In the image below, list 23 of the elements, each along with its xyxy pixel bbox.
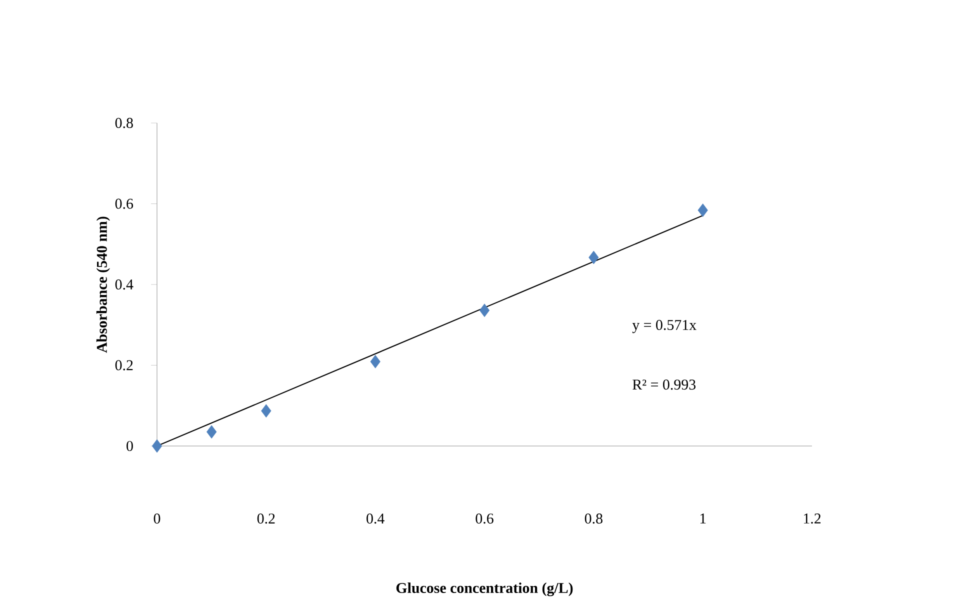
annotation: y = 0.571x	[632, 320, 696, 334]
annotation: R² = 0.993	[632, 380, 696, 390]
x-tick-label: 0.8	[584, 514, 602, 524]
point	[370, 355, 380, 369]
y-tick-label: 0.6	[115, 198, 134, 210]
x-tick-label: 0	[154, 514, 160, 524]
point	[261, 404, 272, 418]
point	[479, 304, 490, 318]
point	[588, 251, 599, 264]
y-axis-title: Absorbance (540 nm)	[96, 216, 110, 354]
point	[206, 425, 217, 439]
x-tick-label: 1.2	[804, 514, 821, 524]
point	[698, 204, 708, 218]
y-tick-label: 0.4	[115, 280, 134, 290]
x-tick-label: 0.6	[476, 514, 494, 524]
y-tick-label: 0	[126, 441, 133, 452]
x-tick-label: 0.2	[257, 514, 275, 524]
y-tick-label: 0.2	[115, 360, 133, 371]
x-axis-title: Glucose concentration (g/L)	[396, 582, 573, 596]
x-tick-label: 1	[700, 514, 706, 524]
y-tick-label: 0.8	[115, 118, 133, 128]
x-tick-label: 0.4	[366, 514, 384, 524]
point	[152, 440, 162, 453]
